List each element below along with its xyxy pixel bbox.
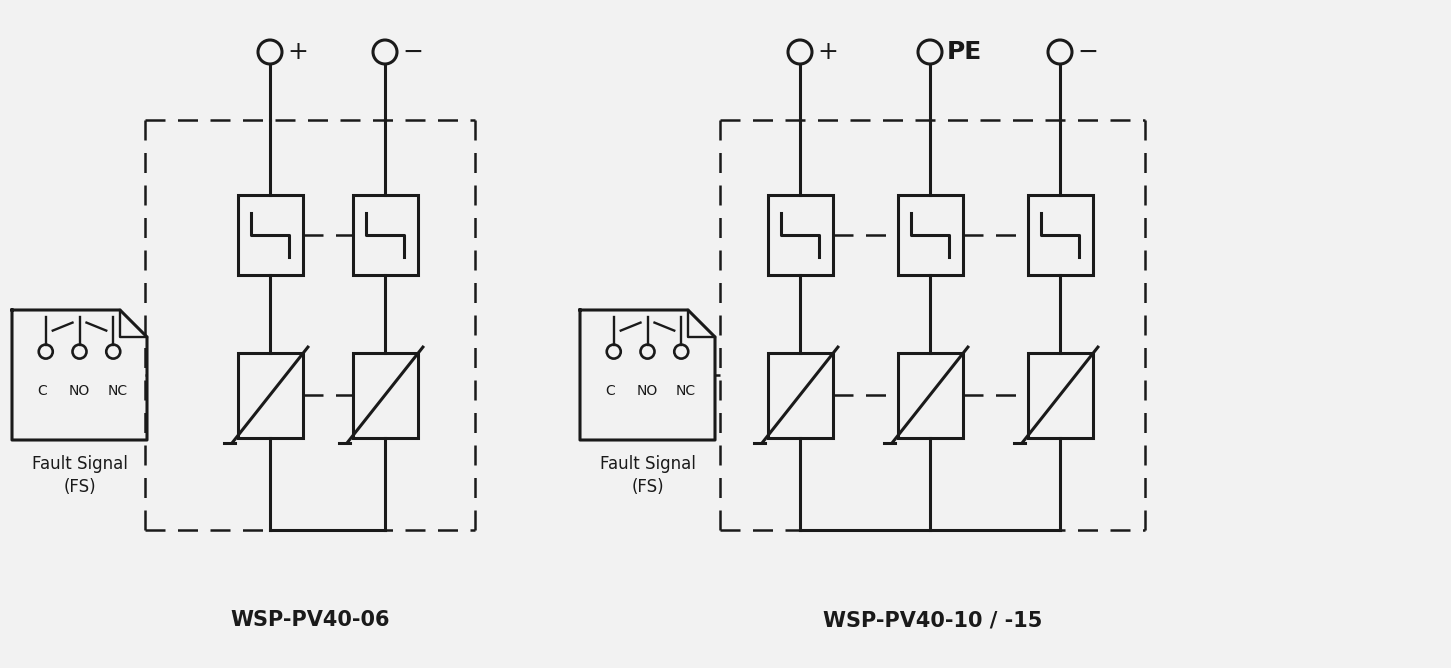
Text: (FS): (FS) (64, 478, 96, 496)
Text: C: C (36, 384, 46, 398)
Bar (898, 195, 962, 275)
Text: PE: PE (948, 40, 982, 64)
Text: +: + (287, 40, 308, 64)
Text: WSP-PV40-06: WSP-PV40-06 (231, 610, 390, 630)
Text: Fault Signal: Fault Signal (599, 455, 695, 473)
Bar (898, 353, 962, 438)
Text: NC: NC (107, 384, 128, 398)
Text: −: − (1077, 40, 1098, 64)
Text: Fault Signal: Fault Signal (32, 455, 128, 473)
Text: (FS): (FS) (631, 478, 663, 496)
Bar (238, 195, 302, 275)
Text: −: − (402, 40, 424, 64)
Bar (238, 353, 302, 438)
Bar (353, 195, 418, 275)
Text: NC: NC (675, 384, 695, 398)
Text: WSP-PV40-10 / -15: WSP-PV40-10 / -15 (823, 610, 1042, 630)
Bar (1027, 195, 1093, 275)
Bar (768, 353, 833, 438)
Bar (353, 353, 418, 438)
Text: NO: NO (637, 384, 659, 398)
Text: NO: NO (68, 384, 90, 398)
Text: C: C (605, 384, 615, 398)
Bar (1027, 353, 1093, 438)
Bar (768, 195, 833, 275)
Text: +: + (817, 40, 837, 64)
